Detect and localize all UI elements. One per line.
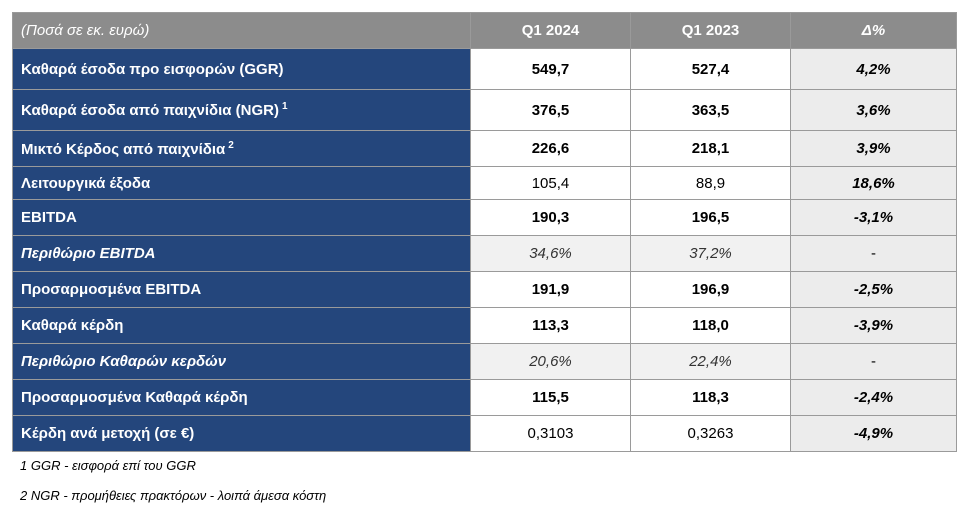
row-label: EBITDA xyxy=(12,199,471,236)
row-label: Περιθώριο EBITDA xyxy=(12,235,471,272)
row-label: Καθαρά έσοδα προ εισφορών (GGR) xyxy=(12,48,471,90)
row-label-text: EBITDA xyxy=(21,209,77,226)
row-label-text: Κέρδη ανά μετοχή (σε €) xyxy=(21,425,195,442)
row-label-text: Προσαρμοσμένα Καθαρά κέρδη xyxy=(21,389,248,406)
value-delta: -4,9% xyxy=(790,415,957,452)
row-label-text: Μικτό Κέρδος από παιχνίδια xyxy=(21,140,226,158)
row-label-text: Καθαρά έσοδα από παιχνίδια (NGR) xyxy=(21,102,279,119)
row-label-text: Καθαρά έσοδα προ εισφορών (GGR) xyxy=(21,60,284,78)
table-row: EBITDA 190,3 196,5 -3,1% xyxy=(12,199,957,236)
row-label: Περιθώριο Καθαρών κερδών xyxy=(12,343,471,380)
value-q1-2023: 196,9 xyxy=(630,271,791,308)
row-label-text: Περιθώριο EBITDA xyxy=(21,245,156,262)
table-row: Λειτουργικά έξοδα 105,4 88,9 18,6% xyxy=(12,166,957,200)
table-row: Καθαρά έσοδα προ εισφορών (GGR) 549,7 52… xyxy=(12,48,957,90)
row-label-text: Προσαρμοσμένα EBITDA xyxy=(21,281,202,298)
value-delta: 3,9% xyxy=(790,130,957,167)
footnote-2: 2 NGR - προμήθειες πρακτόρων - λοιπά άμε… xyxy=(20,488,327,503)
value-q1-2023: 22,4% xyxy=(630,343,791,380)
table-row: Περιθώριο EBITDA 34,6% 37,2% - xyxy=(12,235,957,272)
value-delta: 3,6% xyxy=(790,89,957,131)
value-q1-2024: 376,5 xyxy=(470,89,631,131)
table-row: Προσαρμοσμένα EBITDA 191,9 196,9 -2,5% xyxy=(12,271,957,308)
value-q1-2024: 226,6 xyxy=(470,130,631,167)
value-q1-2024: 115,5 xyxy=(470,379,631,416)
row-label-text: Περιθώριο Καθαρών κερδών xyxy=(21,353,227,370)
header-units-label: (Ποσά σε εκ. ευρώ) xyxy=(12,12,471,49)
header-row: (Ποσά σε εκ. ευρώ) Q1 2024 Q1 2023 Δ% xyxy=(12,12,957,49)
value-q1-2024: 0,3103 xyxy=(470,415,631,452)
table-row: Μικτό Κέρδος από παιχνίδια 2 226,6 218,1 … xyxy=(12,130,957,167)
footnote-marker: 2 xyxy=(228,139,234,151)
value-q1-2023: 363,5 xyxy=(630,89,791,131)
table-row: Καθαρά κέρδη 113,3 118,0 -3,9% xyxy=(12,307,957,344)
value-q1-2024: 34,6% xyxy=(470,235,631,272)
row-label: Προσαρμοσμένα EBITDA xyxy=(12,271,471,308)
row-label-text: Καθαρά κέρδη xyxy=(21,317,124,334)
row-label: Καθαρά κέρδη xyxy=(12,307,471,344)
row-label: Λειτουργικά έξοδα xyxy=(12,166,471,200)
value-q1-2023: 196,5 xyxy=(630,199,791,236)
value-delta: - xyxy=(790,235,957,272)
header-q1-2024: Q1 2024 xyxy=(470,12,631,49)
value-q1-2024: 549,7 xyxy=(470,48,631,90)
value-q1-2024: 113,3 xyxy=(470,307,631,344)
table-row: Κέρδη ανά μετοχή (σε €) 0,3103 0,3263 -4… xyxy=(12,415,957,452)
row-label-text: Λειτουργικά έξοδα xyxy=(21,174,151,192)
header-delta: Δ% xyxy=(790,12,957,49)
value-q1-2024: 20,6% xyxy=(470,343,631,380)
row-label: Προσαρμοσμένα Καθαρά κέρδη xyxy=(12,379,471,416)
financial-results-table: (Ποσά σε εκ. ευρώ) Q1 2024 Q1 2023 Δ% Κα… xyxy=(12,12,957,452)
value-delta: -2,4% xyxy=(790,379,957,416)
value-q1-2024: 190,3 xyxy=(470,199,631,236)
value-delta: 18,6% xyxy=(790,166,957,200)
table-row: Προσαρμοσμένα Καθαρά κέρδη 115,5 118,3 -… xyxy=(12,379,957,416)
row-label: Μικτό Κέρδος από παιχνίδια 2 xyxy=(12,130,471,167)
row-label: Κέρδη ανά μετοχή (σε €) xyxy=(12,415,471,452)
value-q1-2023: 0,3263 xyxy=(630,415,791,452)
value-delta: -3,1% xyxy=(790,199,957,236)
value-q1-2024: 105,4 xyxy=(470,166,631,200)
value-delta: -2,5% xyxy=(790,271,957,308)
footnote-1: 1 GGR - εισφορά επί του GGR xyxy=(20,458,196,473)
header-q1-2023: Q1 2023 xyxy=(630,12,791,49)
value-q1-2023: 527,4 xyxy=(630,48,791,90)
row-label: Καθαρά έσοδα από παιχνίδια (NGR) 1 xyxy=(12,89,471,131)
value-q1-2023: 218,1 xyxy=(630,130,791,167)
value-delta: -3,9% xyxy=(790,307,957,344)
value-q1-2023: 88,9 xyxy=(630,166,791,200)
footnote-marker: 1 xyxy=(282,101,288,112)
table-row: Περιθώριο Καθαρών κερδών 20,6% 22,4% - xyxy=(12,343,957,380)
value-delta: 4,2% xyxy=(790,48,957,90)
table-row: Καθαρά έσοδα από παιχνίδια (NGR) 1 376,5 … xyxy=(12,89,957,131)
value-q1-2023: 37,2% xyxy=(630,235,791,272)
value-q1-2024: 191,9 xyxy=(470,271,631,308)
value-delta: - xyxy=(790,343,957,380)
value-q1-2023: 118,3 xyxy=(630,379,791,416)
value-q1-2023: 118,0 xyxy=(630,307,791,344)
